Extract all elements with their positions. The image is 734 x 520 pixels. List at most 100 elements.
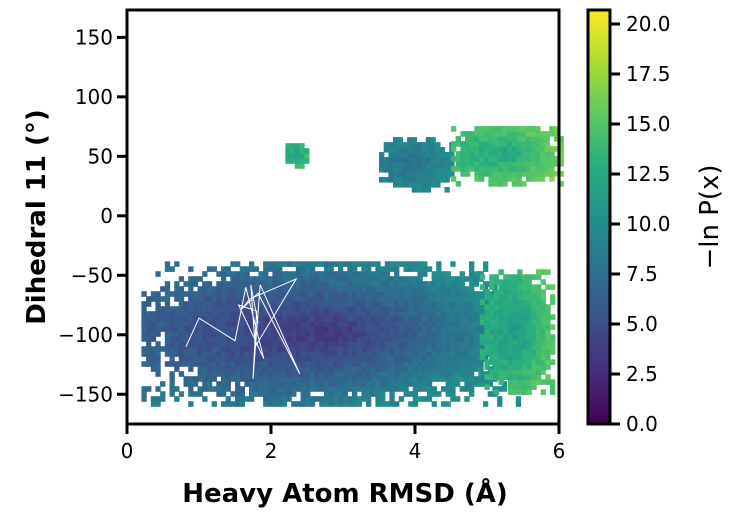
heatmap-cell <box>435 157 441 163</box>
heatmap-cell <box>465 161 471 167</box>
heatmap-cell <box>549 176 555 182</box>
heatmap-cell <box>267 326 274 332</box>
heatmap-cell <box>216 381 222 387</box>
heatmap-cell <box>305 386 311 392</box>
heatmap-cell <box>333 351 339 357</box>
heatmap-cell <box>366 261 372 267</box>
heatmap-cell <box>206 311 213 317</box>
heatmap-cell <box>164 341 171 347</box>
heatmap-cell <box>460 156 466 162</box>
heatmap-cell <box>347 316 353 322</box>
heatmap-cell <box>384 401 391 407</box>
heatmap-cell <box>440 376 447 382</box>
heatmap-cell <box>431 386 437 392</box>
heatmap-cell <box>347 351 353 357</box>
heatmap-cell <box>202 286 208 292</box>
heatmap-cell <box>183 281 189 287</box>
heatmap-cell <box>263 381 269 387</box>
heatmap-cell <box>192 296 199 302</box>
heatmap-cell <box>507 274 514 280</box>
heatmap-cell <box>440 276 447 282</box>
heatmap-cell <box>309 296 316 302</box>
heatmap-cell <box>464 336 470 342</box>
heatmap-cell <box>309 371 316 377</box>
heatmap-cell <box>305 296 311 302</box>
heatmap-cell <box>531 349 537 355</box>
heatmap-cell <box>540 359 546 365</box>
heatmap-cell <box>164 266 171 272</box>
heatmap-cell <box>281 371 288 377</box>
heatmap-cell <box>484 324 490 330</box>
heatmap-cell <box>319 311 325 317</box>
heatmap-cell <box>444 187 450 193</box>
heatmap-cell <box>398 381 405 387</box>
heatmap-cell <box>412 366 419 372</box>
heatmap-cell <box>536 309 542 315</box>
heatmap-cell <box>531 384 537 390</box>
heatmap-cell <box>150 346 157 352</box>
heatmap-cell <box>169 351 175 357</box>
heatmap-cell <box>178 331 185 337</box>
heatmap-cell <box>323 291 330 297</box>
heatmap-cell <box>235 381 241 387</box>
heatmap-cell <box>141 321 147 327</box>
heatmap-cell <box>192 391 199 397</box>
heatmap-cell <box>267 301 274 307</box>
heatmap-cell <box>517 334 523 340</box>
heatmap-cell <box>536 334 542 340</box>
heatmap-cell <box>352 376 358 382</box>
heatmap-cell <box>291 311 297 317</box>
heatmap-cell <box>479 274 486 280</box>
heatmap-cell <box>535 131 541 137</box>
heatmap-cell <box>305 266 311 272</box>
heatmap-cell <box>511 126 518 132</box>
heatmap-cell <box>192 276 199 282</box>
heatmap-cell <box>412 391 419 397</box>
heatmap-cell <box>540 314 546 320</box>
heatmap-cell <box>474 161 480 167</box>
heatmap-cell <box>192 306 199 312</box>
heatmap-cell <box>489 344 495 350</box>
heatmap-cell <box>155 371 161 377</box>
heatmap-cell <box>469 276 475 282</box>
heatmap-cell <box>436 291 442 297</box>
heatmap-cell <box>398 261 405 267</box>
heatmap-cell <box>380 286 386 292</box>
heatmap-cell <box>235 356 241 362</box>
heatmap-cell <box>451 156 457 162</box>
heatmap-cell <box>281 316 288 322</box>
heatmap-cell <box>425 147 432 153</box>
heatmap-cell <box>488 176 494 182</box>
heatmap-cell <box>347 386 353 392</box>
heatmap-cell <box>465 156 471 162</box>
heatmap-cell <box>450 381 456 387</box>
heatmap-cell <box>314 386 320 392</box>
heatmap-cell <box>305 321 311 327</box>
heatmap-cell <box>235 371 241 377</box>
heatmap-cell <box>412 346 419 352</box>
heatmap-cell <box>253 276 259 282</box>
heatmap-cell <box>445 381 451 387</box>
heatmap-cell <box>342 396 348 402</box>
heatmap-cell <box>507 166 513 172</box>
heatmap-cell <box>221 311 227 317</box>
heatmap-cell <box>244 351 250 357</box>
heatmap-cell <box>197 296 203 302</box>
heatmap-cell <box>435 182 441 188</box>
heatmap-cell <box>531 364 537 370</box>
heatmap-cell <box>249 391 255 397</box>
heatmap-cell <box>403 281 409 287</box>
heatmap-cell <box>455 396 461 402</box>
heatmap-cell <box>281 401 288 407</box>
heatmap-cell <box>408 376 414 382</box>
heatmap-cell <box>426 331 433 337</box>
heatmap-cell <box>272 276 278 282</box>
heatmap-cell <box>239 386 245 392</box>
heatmap-cell <box>422 321 428 327</box>
heatmap-cell <box>375 261 381 267</box>
heatmap-cell <box>291 281 297 287</box>
heatmap-cell <box>211 336 217 342</box>
heatmap-cell <box>417 326 423 332</box>
heatmap-cell <box>431 291 437 297</box>
heatmap-cell <box>526 359 532 365</box>
